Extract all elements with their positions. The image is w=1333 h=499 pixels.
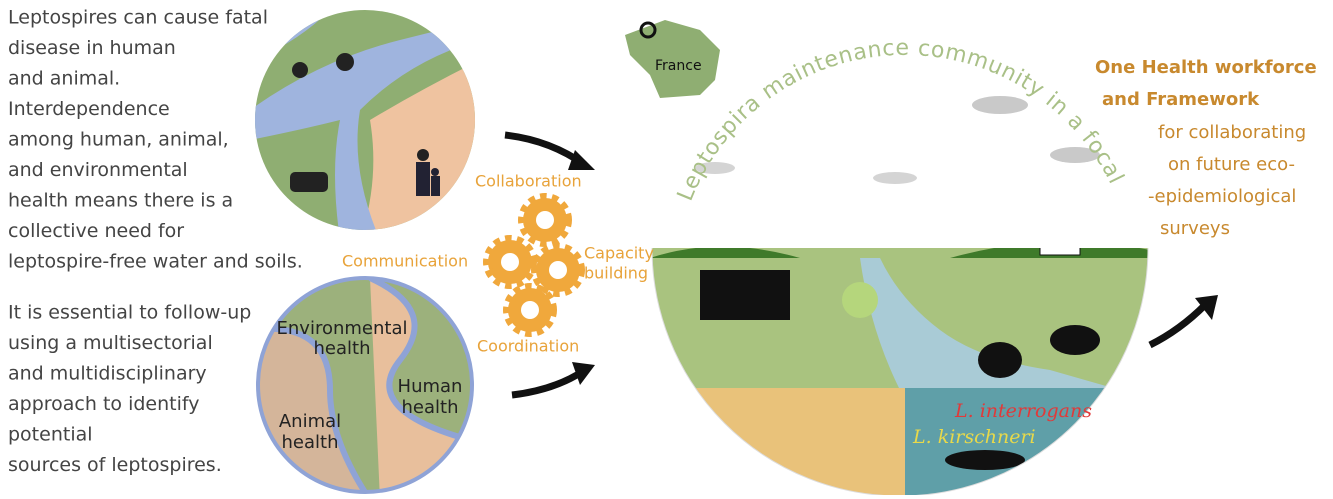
paragraph-line: It is essential to follow-up xyxy=(8,302,251,324)
paragraph-line: and multidisciplinary xyxy=(8,363,207,385)
habitat-circle xyxy=(250,5,480,240)
paragraph-line: Leptospires can cause fatal xyxy=(8,7,268,29)
right-line: surveys xyxy=(1160,218,1230,239)
right-text: One Health workforce and Framework for col… xyxy=(1095,57,1317,239)
gear-label: Coordination xyxy=(477,337,579,356)
species-label: L. interrogans xyxy=(954,400,1092,422)
paragraph-line: disease in human xyxy=(8,37,176,59)
arrow xyxy=(512,370,585,395)
ecosystem-scene xyxy=(650,195,1150,495)
gear-label: Capacity xyxy=(584,244,654,263)
paragraph-line: and environmental xyxy=(8,159,188,181)
paragraph-line: and animal. xyxy=(8,68,120,90)
paragraph-line: potential xyxy=(8,424,93,446)
paragraph-line: sources of leptospires. xyxy=(8,454,222,476)
health-label: health xyxy=(282,432,339,453)
gears xyxy=(488,198,580,332)
right-title: and Framework xyxy=(1102,89,1260,110)
paragraph-line: leptospire-free water and soils. xyxy=(8,251,303,273)
right-line: for collaborating xyxy=(1158,122,1306,143)
cloud xyxy=(873,172,917,184)
gear-label: building xyxy=(584,264,648,283)
right-line: on future eco- xyxy=(1168,154,1295,175)
gear-label: Collaboration xyxy=(475,172,582,191)
cloud xyxy=(972,96,1028,114)
paragraph-line: collective need for xyxy=(8,220,184,242)
paragraph-line: Interdependence xyxy=(8,98,170,120)
paragraph-line: approach to identify xyxy=(8,393,199,415)
map-label: France xyxy=(655,58,702,74)
arrow xyxy=(1150,305,1205,345)
paragraph-line: health means there is a xyxy=(8,190,233,212)
health-label: Animal xyxy=(279,411,341,432)
infographic: France Leptospira maintenance community … xyxy=(0,0,1333,495)
gear-label: Communication xyxy=(342,252,468,271)
paragraph-line: among human, animal, xyxy=(8,129,229,151)
paragraph-line: using a multisectorial xyxy=(8,332,213,354)
health-label: Environmental xyxy=(277,318,408,339)
health-label: health xyxy=(314,338,371,359)
health-label: health xyxy=(402,397,459,418)
health-label: Human xyxy=(398,376,463,397)
species-label: L. kirschneri xyxy=(912,426,1036,448)
right-line: -epidemiological xyxy=(1148,186,1296,207)
right-title: One Health workforce xyxy=(1095,57,1317,78)
